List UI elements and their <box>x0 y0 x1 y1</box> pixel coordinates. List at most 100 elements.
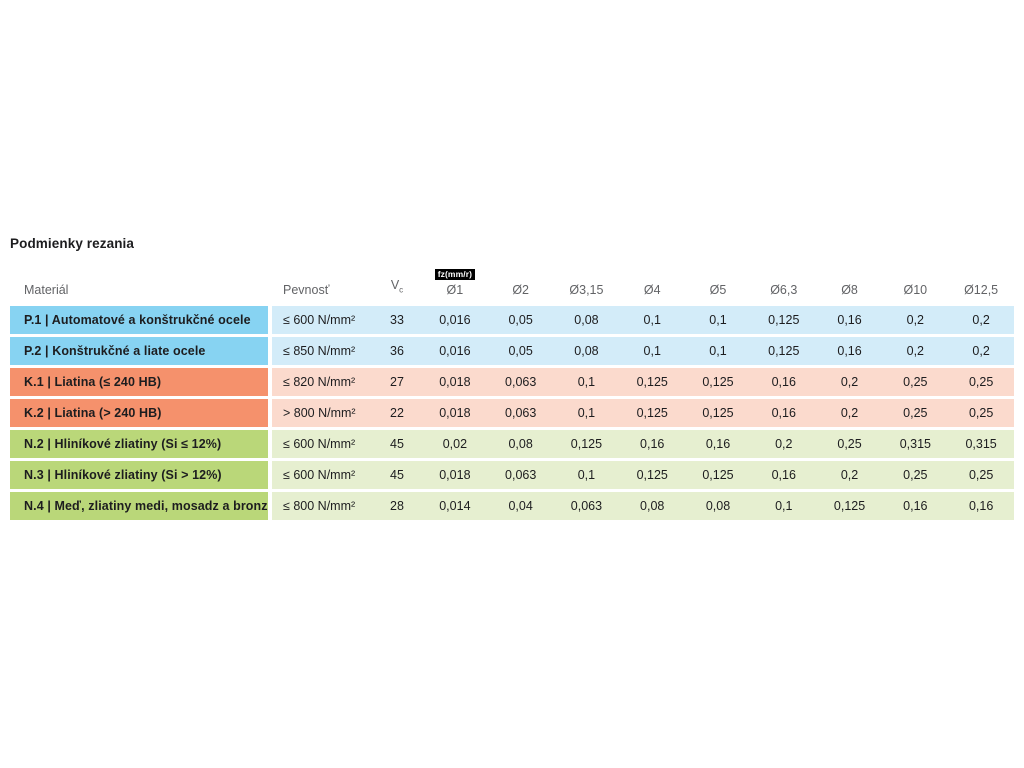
column-header-diameter-2: Ø2 <box>488 283 554 297</box>
vc-cell: 22 <box>372 399 422 427</box>
material-cell: K.1 | Liatina (≤ 240 HB) <box>10 368 272 396</box>
material-cell: N.3 | Hliníkové zliatiny (Si > 12%) <box>10 461 272 489</box>
column-header-material: Materiál <box>24 283 69 297</box>
vc-cell: 27 <box>372 368 422 396</box>
feed-cell: 0,25 <box>948 399 1014 427</box>
table-header-row: Materiál Pevnosť Vc fz(mm/r) Ø1 Ø2 Ø3,15 Ø4 Ø… <box>10 260 1014 306</box>
feed-cell: 0,25 <box>882 368 949 396</box>
feed-cell: 0,25 <box>882 399 949 427</box>
feed-cell: 0,2 <box>816 399 883 427</box>
strength-cell: ≤ 850 N/mm² <box>272 337 372 365</box>
feed-unit-badge: fz(mm/r) <box>434 269 476 280</box>
cutting-conditions-table: Materiál Pevnosť Vc fz(mm/r) Ø1 Ø2 Ø3,15 Ø4 Ø… <box>10 260 1014 520</box>
feed-cell: 0,08 <box>487 430 554 458</box>
material-cell: P.1 | Automatové a konštrukčné ocele <box>10 306 272 334</box>
column-header-vc: Vc <box>372 278 422 298</box>
feed-cell: 0,018 <box>422 399 488 427</box>
feed-cell: 0,1 <box>619 337 686 365</box>
material-cell: N.2 | Hliníkové zliatiny (Si ≤ 12%) <box>10 430 272 458</box>
feed-cell: 0,25 <box>816 430 883 458</box>
feed-cell: 0,2 <box>750 430 817 458</box>
column-header-strength: Pevnosť <box>283 283 330 297</box>
feed-cell: 0,018 <box>422 368 488 396</box>
feed-cell: 0,2 <box>816 368 883 396</box>
table-body: P.1 | Automatové a konštrukčné ocele ≤ 60… <box>10 306 1014 520</box>
table-row: K.2 | Liatina (> 240 HB) > 800 N/mm² 22 0,0… <box>10 399 1014 427</box>
column-header-diameter-5: Ø5 <box>685 283 751 297</box>
strength-cell: > 800 N/mm² <box>272 399 372 427</box>
strength-cell: ≤ 600 N/mm² <box>272 430 372 458</box>
feed-cell: 0,16 <box>750 461 817 489</box>
feed-cell: 0,02 <box>422 430 488 458</box>
feed-cell: 0,16 <box>750 368 817 396</box>
feed-cell: 0,1 <box>553 399 620 427</box>
feed-cell: 0,05 <box>487 337 554 365</box>
feed-cell: 0,08 <box>553 306 620 334</box>
diameter-label: Ø6,3 <box>770 283 798 297</box>
feed-cell: 0,2 <box>948 337 1014 365</box>
strength-cell: ≤ 600 N/mm² <box>272 461 372 489</box>
table-row: K.1 | Liatina (≤ 240 HB) ≤ 820 N/mm² 27 0,0… <box>10 368 1014 396</box>
strength-cell: ≤ 800 N/mm² <box>272 492 372 520</box>
column-header-diameter-3: Ø3,15 <box>554 283 620 297</box>
strength-cell: ≤ 820 N/mm² <box>272 368 372 396</box>
vc-cell: 45 <box>372 461 422 489</box>
feed-cell: 0,2 <box>882 306 949 334</box>
feed-cell: 0,16 <box>948 492 1014 520</box>
feed-cell: 0,063 <box>553 492 620 520</box>
page-content: Podmienky rezania Materiál Pevnosť Vc fz… <box>10 236 1014 520</box>
feed-cell: 0,016 <box>422 306 488 334</box>
feed-cell: 0,125 <box>553 430 620 458</box>
feed-cell: 0,08 <box>619 492 686 520</box>
feed-cell: 0,16 <box>750 399 817 427</box>
feed-cell: 0,125 <box>685 368 751 396</box>
feed-cell: 0,016 <box>422 337 488 365</box>
vc-cell: 36 <box>372 337 422 365</box>
column-header-diameter-9: Ø12,5 <box>948 283 1014 297</box>
vc-label: V <box>390 277 400 292</box>
column-header-diameter-8: Ø10 <box>882 283 948 297</box>
feed-cell: 0,125 <box>619 399 686 427</box>
vc-cell: 28 <box>372 492 422 520</box>
page-title: Podmienky rezania <box>10 236 134 251</box>
feed-cell: 0,16 <box>619 430 686 458</box>
column-header-diameter-4: Ø4 <box>619 283 685 297</box>
feed-cell: 0,125 <box>685 399 751 427</box>
feed-cell: 0,063 <box>487 368 554 396</box>
material-cell: K.2 | Liatina (> 240 HB) <box>10 399 272 427</box>
vc-cell: 33 <box>372 306 422 334</box>
vc-subscript: c <box>399 285 404 294</box>
feed-cell: 0,1 <box>750 492 817 520</box>
feed-cell: 0,16 <box>816 306 883 334</box>
feed-cell: 0,16 <box>816 337 883 365</box>
strength-cell: ≤ 600 N/mm² <box>272 306 372 334</box>
feed-cell: 0,125 <box>619 461 686 489</box>
diameter-label: Ø1 <box>446 283 464 297</box>
feed-cell: 0,014 <box>422 492 488 520</box>
feed-cell: 0,25 <box>948 461 1014 489</box>
table-row: P.1 | Automatové a konštrukčné ocele ≤ 60… <box>10 306 1014 334</box>
feed-cell: 0,04 <box>487 492 554 520</box>
column-header-diameter-6: Ø6,3 <box>751 283 817 297</box>
feed-cell: 0,08 <box>685 492 751 520</box>
diameter-label: Ø8 <box>841 283 858 297</box>
column-header-diameter-7: Ø8 <box>817 283 883 297</box>
feed-cell: 0,1 <box>685 337 751 365</box>
table-row: N.3 | Hliníkové zliatiny (Si > 12%) ≤ 600… <box>10 461 1014 489</box>
feed-cell: 0,16 <box>685 430 751 458</box>
feed-cell: 0,315 <box>948 430 1014 458</box>
table-row: N.2 | Hliníkové zliatiny (Si ≤ 12%) ≤ 600… <box>10 430 1014 458</box>
feed-cell: 0,25 <box>948 368 1014 396</box>
feed-cell: 0,125 <box>750 306 817 334</box>
feed-cell: 0,05 <box>487 306 554 334</box>
diameter-label: Ø12,5 <box>964 283 999 297</box>
diameter-label: Ø4 <box>643 283 661 297</box>
feed-cell: 0,125 <box>816 492 883 520</box>
diameter-label: Ø5 <box>709 283 727 297</box>
feed-cell: 0,1 <box>553 461 620 489</box>
feed-cell: 0,16 <box>882 492 949 520</box>
feed-cell: 0,018 <box>422 461 488 489</box>
column-header-diameter-1: fz(mm/r) Ø1 <box>422 269 488 297</box>
feed-cell: 0,125 <box>685 461 751 489</box>
material-cell: P.2 | Konštrukčné a liate ocele <box>10 337 272 365</box>
